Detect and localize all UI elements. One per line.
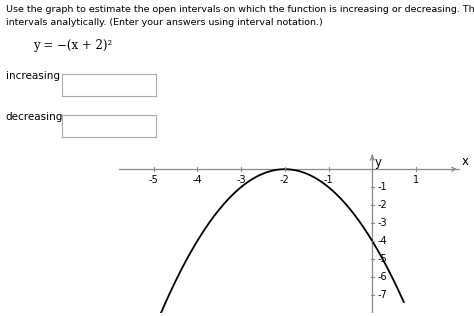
- Text: y = −(x + 2)²: y = −(x + 2)²: [33, 40, 112, 52]
- Text: -6: -6: [377, 272, 387, 282]
- Text: -7: -7: [377, 290, 387, 300]
- Text: -5: -5: [377, 254, 387, 264]
- Text: decreasing: decreasing: [6, 112, 63, 122]
- Text: -2: -2: [280, 175, 290, 185]
- Text: -5: -5: [149, 175, 158, 185]
- Text: x: x: [462, 155, 469, 168]
- Text: -2: -2: [377, 200, 387, 210]
- Text: -4: -4: [377, 236, 387, 246]
- Text: -3: -3: [236, 175, 246, 185]
- Text: -1: -1: [377, 182, 387, 192]
- Text: intervals analytically. (Enter your answers using interval notation.): intervals analytically. (Enter your answ…: [6, 18, 322, 27]
- Text: Use the graph to estimate the open intervals on which the function is increasing: Use the graph to estimate the open inter…: [6, 5, 474, 14]
- Text: y: y: [374, 156, 382, 169]
- Text: -4: -4: [192, 175, 202, 185]
- Text: -1: -1: [324, 175, 333, 185]
- Text: increasing: increasing: [6, 71, 60, 81]
- Text: 1: 1: [413, 175, 419, 185]
- Text: -3: -3: [377, 218, 387, 228]
